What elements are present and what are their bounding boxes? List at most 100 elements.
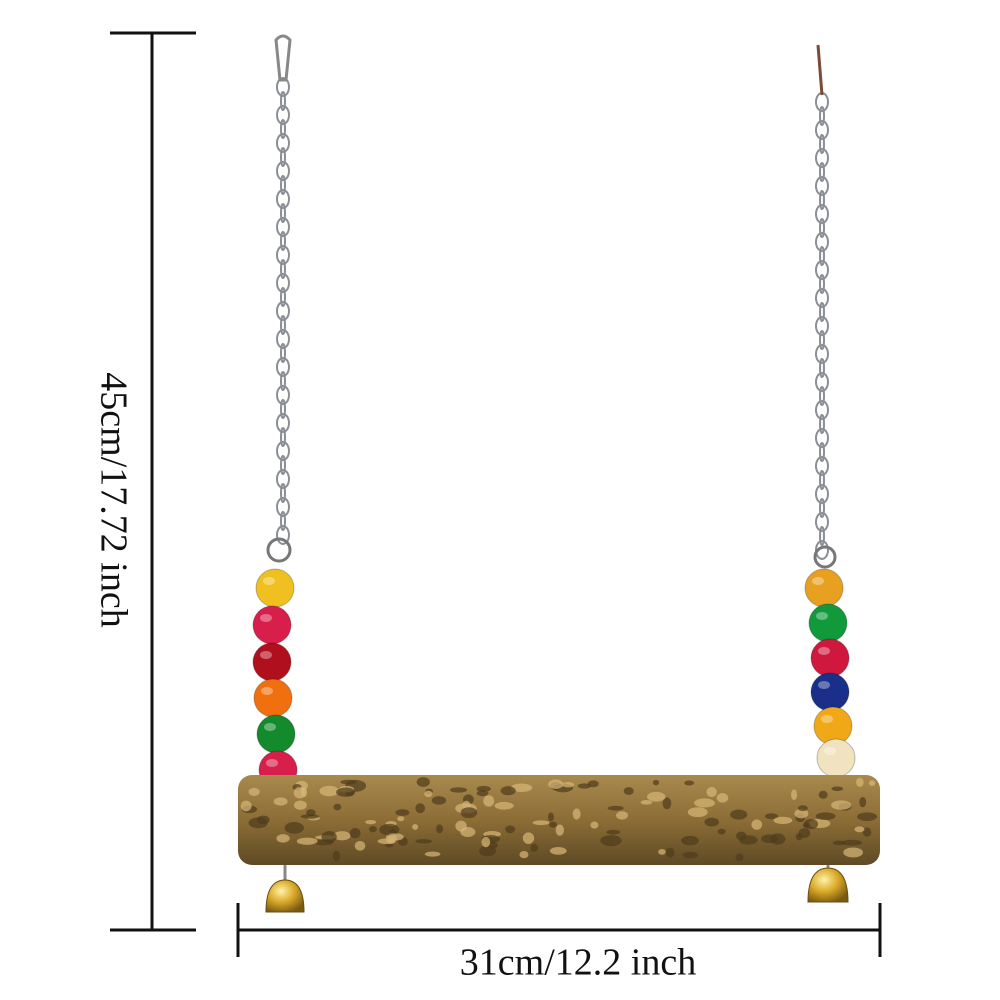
wood-spot: [336, 787, 356, 797]
chain-link: [280, 119, 286, 139]
wood-spot: [530, 843, 539, 852]
wood-spot: [797, 805, 808, 812]
chain-link: [280, 399, 286, 419]
wood-spot: [815, 812, 836, 820]
beads: [252, 568, 856, 790]
bead: [816, 738, 856, 778]
chain-link: [815, 400, 829, 420]
ring: [266, 537, 292, 563]
wood-spot: [365, 820, 377, 825]
chain-link: [815, 120, 829, 140]
wood-spot: [706, 786, 717, 798]
wood-spot: [354, 840, 366, 851]
bead-shine: [264, 723, 276, 731]
chain-link: [815, 204, 829, 224]
wood-spot: [831, 800, 852, 810]
wood-spot: [854, 826, 865, 833]
wood-spot: [600, 835, 622, 847]
chain-link: [276, 413, 290, 433]
chain-link: [276, 217, 290, 237]
wood-spot: [640, 800, 653, 805]
chain-link: [819, 526, 825, 546]
wood-spot: [572, 808, 581, 820]
wood-spot: [859, 796, 867, 808]
wood-spot: [483, 795, 495, 807]
wood-spot: [646, 791, 666, 802]
wood-spot: [300, 814, 319, 819]
wood-spot: [798, 828, 811, 839]
wood-spot: [687, 807, 708, 818]
wood-spot: [481, 836, 491, 848]
bead-shine: [261, 687, 273, 695]
wood-spot: [857, 812, 878, 822]
wood-spot: [436, 824, 444, 834]
chain-link: [819, 414, 825, 434]
chain-link: [819, 498, 825, 518]
wood-spot: [519, 850, 529, 859]
chain-link: [815, 288, 829, 308]
wood-spot: [739, 835, 758, 845]
hook: [816, 44, 824, 96]
wood-spot: [476, 785, 491, 792]
chains: [276, 77, 829, 560]
bead: [808, 603, 848, 643]
chain-link: [819, 274, 825, 294]
wood-spot: [607, 805, 624, 811]
chain-link: [276, 245, 290, 265]
chain-link: [276, 469, 290, 489]
chain-link: [280, 203, 286, 223]
chain-link: [280, 371, 286, 391]
wood-spot: [841, 839, 863, 846]
chain-link: [280, 427, 286, 447]
chain-link: [276, 77, 290, 97]
hook: [274, 34, 292, 82]
wood-spot: [652, 779, 660, 786]
wood-spot: [333, 831, 351, 841]
bead: [810, 638, 850, 678]
chain-link: [815, 456, 829, 476]
wood-spot: [717, 828, 726, 835]
bead-shine: [816, 612, 828, 620]
wood-spot: [761, 834, 779, 844]
wood-spot: [862, 827, 872, 837]
chain-link: [276, 525, 290, 545]
wood-spot: [794, 808, 809, 819]
chain-link: [280, 315, 286, 335]
bead: [252, 605, 292, 645]
chain-link: [280, 147, 286, 167]
chain-link: [280, 175, 286, 195]
chain-link: [819, 386, 825, 406]
chain-link: [280, 511, 286, 531]
width-label: 31cm/12.2 inch: [460, 942, 696, 984]
bead-shine: [821, 715, 833, 723]
wood-spot: [561, 781, 575, 788]
wood-spot: [590, 821, 599, 829]
wood-spot: [549, 821, 557, 828]
chain-link: [276, 441, 290, 461]
wood-spot: [616, 811, 629, 820]
wood-spot: [479, 845, 497, 857]
wood-spot: [704, 817, 719, 827]
chain-link: [280, 259, 286, 279]
chain-link: [815, 512, 829, 532]
bead-shine: [260, 614, 272, 622]
wood-spot: [415, 839, 432, 844]
wood-spot: [505, 825, 516, 834]
wood-spot: [500, 786, 516, 796]
height-label: 45cm/17.72 inch: [92, 372, 134, 627]
wood-spot: [510, 783, 533, 792]
wood-spot: [248, 787, 260, 796]
wood-spot: [368, 825, 377, 833]
bead-shine: [812, 577, 824, 585]
chain-link: [280, 231, 286, 251]
chain-link: [276, 133, 290, 153]
wood-spot: [379, 823, 400, 836]
chain-link: [276, 301, 290, 321]
bell: [807, 867, 849, 903]
wood-spot: [494, 801, 514, 810]
chain-link: [280, 91, 286, 111]
wood-spot: [256, 815, 270, 824]
chain-link: [819, 302, 825, 322]
wood-spot: [577, 783, 592, 789]
chain-link: [280, 343, 286, 363]
